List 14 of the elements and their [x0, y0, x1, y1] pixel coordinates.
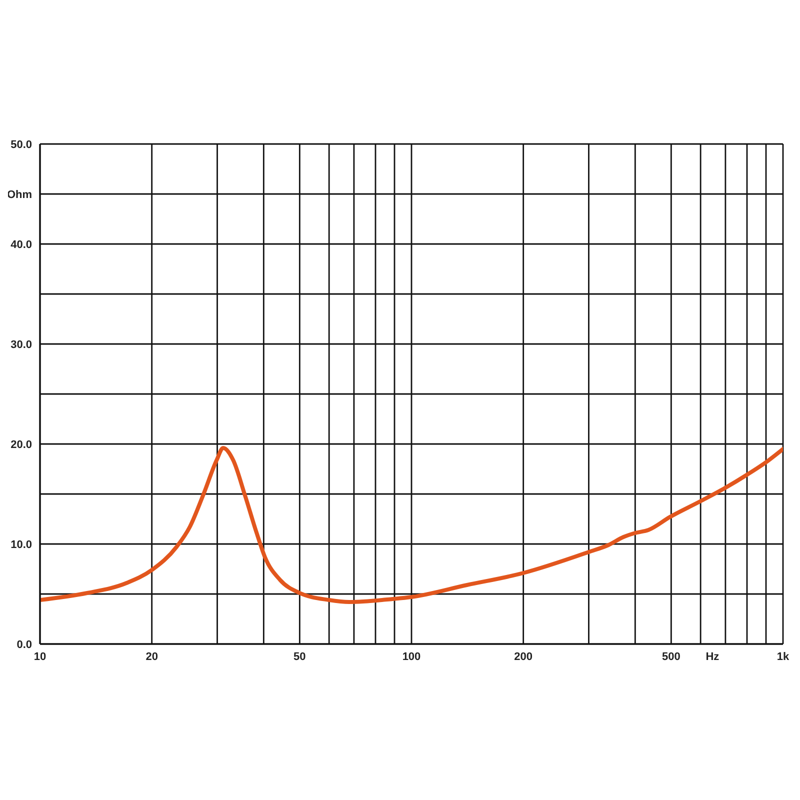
x-tick-label: 500: [662, 650, 680, 663]
x-tick-label: 1k: [776, 650, 790, 663]
y-tick-label: 20.0: [10, 438, 32, 451]
x-axis-title: Hz: [706, 651, 720, 663]
x-tick-label: 100: [402, 650, 421, 663]
y-tick-label: 30.0: [10, 338, 32, 351]
y-tick-label: 40.0: [10, 238, 32, 251]
x-tick-label: 10: [34, 650, 46, 663]
x-tick-label: 20: [146, 650, 158, 663]
y-tick-label: 0.0: [16, 638, 32, 651]
x-tick-label: 50: [294, 650, 306, 663]
y-tick-label: 10.0: [10, 538, 32, 551]
x-tick-label: 200: [514, 650, 533, 663]
y-tick-label: 50.0: [10, 138, 32, 151]
